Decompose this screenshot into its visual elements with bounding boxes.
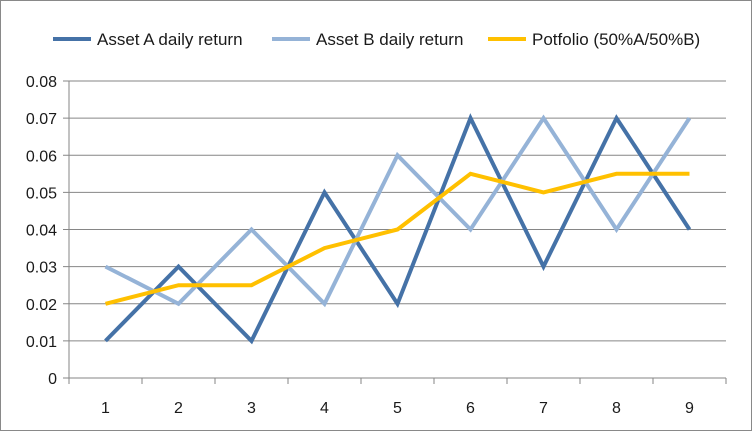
y-tick-label-0: 0	[48, 371, 57, 388]
legend-label-1: Asset B daily return	[316, 30, 463, 49]
series-line-1	[104, 114, 692, 308]
x-tick-label-3: 4	[320, 400, 329, 417]
x-tick-label-1: 2	[174, 400, 183, 417]
y-tick-label-2: 0.02	[26, 297, 57, 314]
y-tick-label-6: 0.06	[26, 148, 57, 165]
y-tick-label-3: 0.03	[26, 260, 57, 277]
x-tick-label-0: 1	[101, 400, 110, 417]
x-tick-label-5: 6	[466, 400, 475, 417]
y-tick-label-4: 0.04	[26, 223, 57, 240]
y-tick-label-8: 0.08	[26, 74, 57, 91]
y-tick-label-7: 0.07	[26, 111, 57, 128]
series-line-2	[105, 171, 690, 306]
x-tick-label-2: 3	[247, 400, 256, 417]
y-tick-label-5: 0.05	[26, 185, 57, 202]
y-tick-label-1: 0.01	[26, 334, 57, 351]
series-line-0	[104, 113, 692, 345]
x-tick-label-4: 5	[393, 400, 402, 417]
x-tick-label-6: 7	[539, 400, 548, 417]
legend-label-2: Potfolio (50%A/50%B)	[532, 30, 700, 49]
x-tick-label-8: 9	[685, 400, 694, 417]
legend-label-0: Asset A daily return	[97, 30, 243, 49]
x-tick-label-7: 8	[612, 400, 621, 417]
